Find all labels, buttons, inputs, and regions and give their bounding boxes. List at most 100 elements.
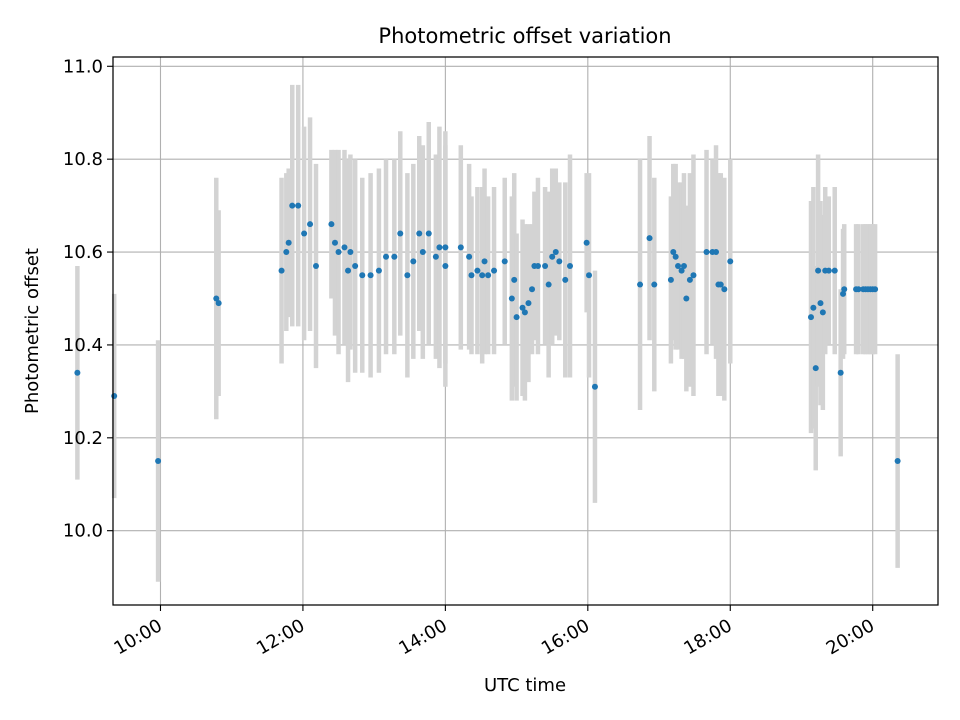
data-point	[436, 244, 443, 251]
data-point	[359, 272, 366, 279]
y-tick-label: 10.8	[63, 149, 103, 170]
data-point	[295, 202, 302, 209]
data-point	[646, 235, 653, 242]
data-point	[419, 249, 426, 256]
data-point	[404, 272, 411, 279]
y-tick-label: 10.6	[63, 242, 103, 263]
data-point	[549, 253, 556, 260]
data-point	[383, 253, 390, 260]
data-point	[670, 249, 677, 256]
y-tick-label: 10.0	[63, 521, 103, 542]
data-point	[552, 249, 559, 256]
data-point	[285, 239, 292, 246]
data-point	[678, 267, 685, 274]
data-point	[513, 314, 520, 321]
data-point	[542, 262, 549, 269]
y-tick-label: 11.0	[63, 56, 103, 77]
data-point	[410, 258, 417, 265]
data-point	[491, 267, 498, 274]
data-point	[651, 281, 658, 288]
data-point	[872, 286, 879, 293]
data-point	[442, 262, 449, 269]
data-point	[289, 202, 296, 209]
data-point	[567, 262, 574, 269]
data-point	[468, 272, 475, 279]
data-point	[335, 249, 342, 256]
data-point	[713, 249, 720, 256]
data-point	[841, 286, 848, 293]
data-point	[815, 267, 822, 274]
data-point	[345, 267, 352, 274]
data-point	[347, 249, 354, 256]
data-point	[215, 300, 222, 307]
data-point	[819, 309, 826, 316]
data-point	[810, 304, 817, 311]
data-point	[545, 281, 552, 288]
data-point	[442, 244, 449, 251]
data-point	[397, 230, 404, 237]
data-point	[721, 286, 728, 293]
data-point	[328, 221, 335, 228]
data-point	[521, 309, 528, 316]
data-point	[837, 369, 844, 376]
data-point	[331, 239, 338, 246]
data-point	[675, 262, 682, 269]
y-axis-label: Photometric offset	[22, 248, 43, 414]
x-axis-label: UTC time	[484, 675, 566, 696]
data-point	[501, 258, 508, 265]
data-point	[474, 267, 481, 274]
data-point	[155, 458, 162, 465]
data-point	[683, 295, 690, 302]
data-point	[680, 262, 687, 269]
data-point	[583, 239, 590, 246]
data-point	[690, 272, 697, 279]
data-point	[686, 276, 693, 283]
data-point	[727, 258, 734, 265]
data-point	[586, 272, 593, 279]
data-point	[283, 249, 290, 256]
data-point	[213, 295, 220, 302]
data-point	[301, 230, 308, 237]
data-point	[508, 295, 515, 302]
data-point	[391, 253, 398, 260]
data-point	[341, 244, 348, 251]
data-point	[307, 221, 314, 228]
data-point	[352, 262, 359, 269]
data-point	[111, 393, 118, 400]
data-point	[466, 253, 473, 260]
data-point	[855, 286, 862, 293]
data-point	[425, 230, 432, 237]
data-point	[511, 276, 518, 283]
data-point	[894, 458, 901, 465]
data-point	[703, 249, 710, 256]
chart-title: Photometric offset variation	[378, 24, 671, 48]
data-points	[74, 202, 901, 465]
data-point	[432, 253, 439, 260]
y-tick-label: 10.4	[63, 335, 103, 356]
data-point	[479, 272, 486, 279]
data-point	[525, 300, 532, 307]
data-point	[534, 262, 541, 269]
data-point	[457, 244, 464, 251]
data-point	[74, 369, 81, 376]
y-axis-ticks: 10.0 10.2 10.4 10.6 10.8 11.0	[63, 56, 113, 542]
y-tick-label: 10.2	[63, 428, 103, 449]
data-point	[807, 314, 814, 321]
data-point	[485, 272, 492, 279]
data-point	[312, 262, 319, 269]
data-point	[817, 300, 824, 307]
data-point	[672, 253, 679, 260]
data-point	[825, 267, 832, 274]
data-point	[416, 230, 423, 237]
data-point	[556, 258, 563, 265]
data-point	[481, 258, 488, 265]
data-point	[519, 304, 526, 311]
data-point	[637, 281, 644, 288]
data-point	[367, 272, 374, 279]
data-point	[717, 281, 724, 288]
data-point	[831, 267, 838, 274]
data-point	[840, 290, 847, 297]
data-point	[278, 267, 285, 274]
data-point	[375, 267, 382, 274]
data-point	[667, 276, 674, 283]
